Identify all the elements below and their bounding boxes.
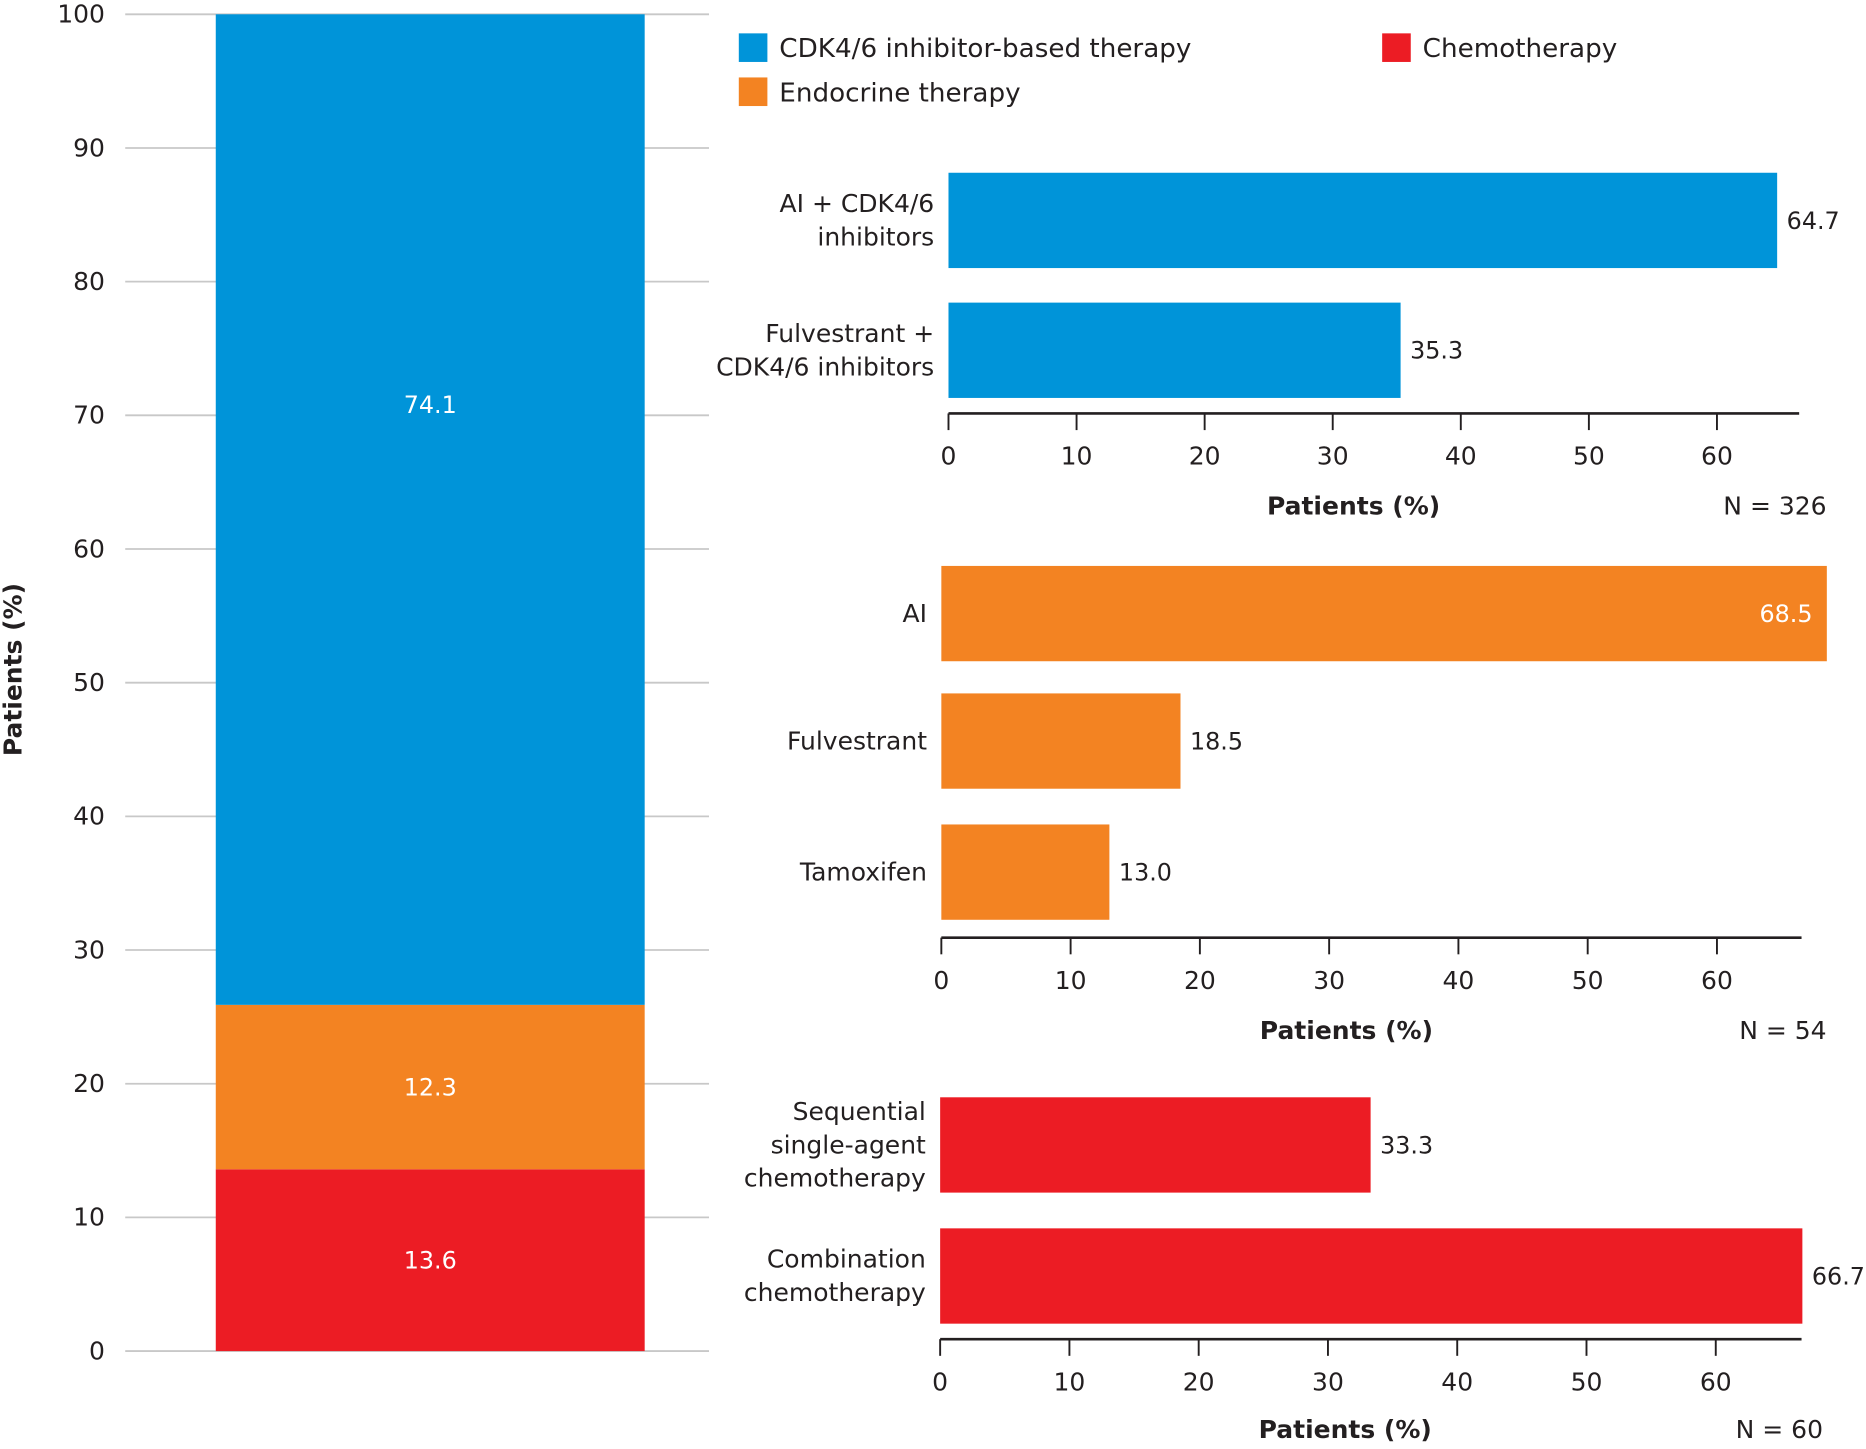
legend-swatch-chemo	[1382, 33, 1411, 62]
category-label: CDK4/6 inhibitors	[716, 352, 934, 381]
bar-value-label: 18.5	[1190, 727, 1243, 755]
y-tick-label: 50	[73, 668, 105, 697]
x-tick-label: 40	[1445, 442, 1477, 471]
category-label: Fulvestrant	[787, 726, 927, 755]
x-tick-label: 10	[1054, 1367, 1086, 1396]
x-tick-label: 10	[1061, 442, 1093, 471]
bar-chemo	[940, 1228, 1803, 1324]
y-tick-label: 0	[89, 1336, 105, 1365]
category-label: Sequential	[793, 1097, 926, 1126]
x-axis-title: Patients (%)	[1259, 1415, 1432, 1444]
category-label: Combination	[767, 1245, 926, 1274]
bar-value-label: 68.5	[1760, 600, 1813, 628]
category-label: inhibitors	[817, 222, 934, 251]
legend-label: Chemotherapy	[1423, 34, 1618, 64]
sample-size-label: N = 326	[1723, 492, 1826, 521]
y-tick-label: 70	[73, 401, 105, 430]
bar-value-label: 35.3	[1410, 337, 1463, 365]
category-label: AI	[903, 599, 927, 628]
category-label: single-agent	[771, 1130, 926, 1159]
category-label: AI + CDK4/6	[780, 189, 935, 218]
x-tick-label: 50	[1571, 1367, 1603, 1396]
bar-value-label: 33.3	[1380, 1131, 1433, 1159]
stacked-chart-y-tick-labels: 0 10 20 30 40 50 60 70 80 90 100	[57, 0, 105, 1365]
stacked-segment-chemo	[215, 1169, 645, 1352]
category-label: chemotherapy	[744, 1278, 926, 1307]
stacked-chart-bars: 13.6 12.3 74.1	[215, 14, 645, 1352]
category-label: Fulvestrant +	[765, 319, 934, 348]
x-tick-label: 60	[1700, 1367, 1732, 1396]
y-tick-label: 40	[73, 802, 105, 831]
cdk-panel: 64.7 AI + CDK4/6 inhibitors 35.3 Fulvestrant…	[716, 172, 1840, 521]
x-tick-label: 30	[1313, 966, 1345, 995]
category-label: Tamoxifen	[799, 857, 927, 886]
category-label: chemotherapy	[744, 1164, 926, 1193]
y-tick-label: 80	[73, 267, 105, 296]
x-tick-label: 60	[1701, 966, 1733, 995]
bar-value-label: 13.0	[1119, 858, 1172, 886]
bar-value-label: 64.7	[1787, 207, 1840, 235]
y-tick-label: 30	[73, 935, 105, 964]
x-tick-label: 0	[933, 966, 949, 995]
stacked-chart-y-axis-title: Patients (%)	[0, 583, 28, 756]
x-tick-label: 0	[941, 442, 957, 471]
y-tick-label: 100	[57, 0, 105, 29]
bar-cdk	[948, 172, 1778, 269]
x-tick-label: 40	[1443, 966, 1475, 995]
legend-label: CDK4/6 inhibitor-based therapy	[779, 34, 1191, 64]
sample-size-label: N = 60	[1736, 1415, 1823, 1444]
legend-label: Endocrine therapy	[779, 78, 1020, 108]
x-axis-title: Patients (%)	[1267, 492, 1440, 521]
bar-endocrine	[941, 824, 1110, 920]
chemotherapy-panel: 33.3 Sequential single-agent chemotherapy 66…	[744, 1097, 1865, 1444]
x-tick-label: 30	[1312, 1367, 1344, 1396]
bar-cdk	[948, 302, 1401, 398]
legend-swatch-endocrine	[738, 77, 768, 107]
legend: CDK4/6 inhibitor-based therapy Endocrine …	[738, 33, 1618, 108]
bar-endocrine	[941, 565, 1827, 662]
endocrine-panel: 68.5 AI 18.5 Fulvestrant 13.0 Tamoxifen 0 10 20 3…	[787, 565, 1827, 1045]
stacked-value-label: 12.3	[404, 1073, 457, 1101]
bar-endocrine	[941, 693, 1181, 789]
y-tick-label: 90	[73, 133, 105, 162]
x-tick-label: 20	[1184, 966, 1216, 995]
x-tick-label: 30	[1317, 442, 1349, 471]
x-tick-label: 40	[1441, 1367, 1473, 1396]
x-tick-label: 50	[1573, 442, 1605, 471]
y-tick-label: 10	[73, 1203, 105, 1232]
legend-swatch-cdk	[738, 33, 768, 62]
x-tick-label: 20	[1189, 442, 1221, 471]
x-tick-label: 60	[1701, 442, 1733, 471]
x-tick-label: 20	[1183, 1367, 1215, 1396]
stacked-value-label: 13.6	[404, 1247, 457, 1275]
x-axis-title: Patients (%)	[1260, 1016, 1433, 1045]
sample-size-label: N = 54	[1739, 1016, 1826, 1045]
stacked-value-label: 74.1	[404, 391, 457, 419]
bar-value-label: 66.7	[1812, 1262, 1865, 1290]
x-tick-label: 0	[932, 1367, 948, 1396]
stacked-segment-cdk	[215, 14, 645, 1005]
y-tick-label: 20	[73, 1069, 105, 1098]
x-tick-label: 50	[1572, 966, 1604, 995]
y-tick-label: 60	[73, 534, 105, 563]
bar-chemo	[940, 1097, 1371, 1193]
x-tick-label: 10	[1055, 966, 1087, 995]
stacked-segment-endocrine	[215, 1004, 645, 1170]
